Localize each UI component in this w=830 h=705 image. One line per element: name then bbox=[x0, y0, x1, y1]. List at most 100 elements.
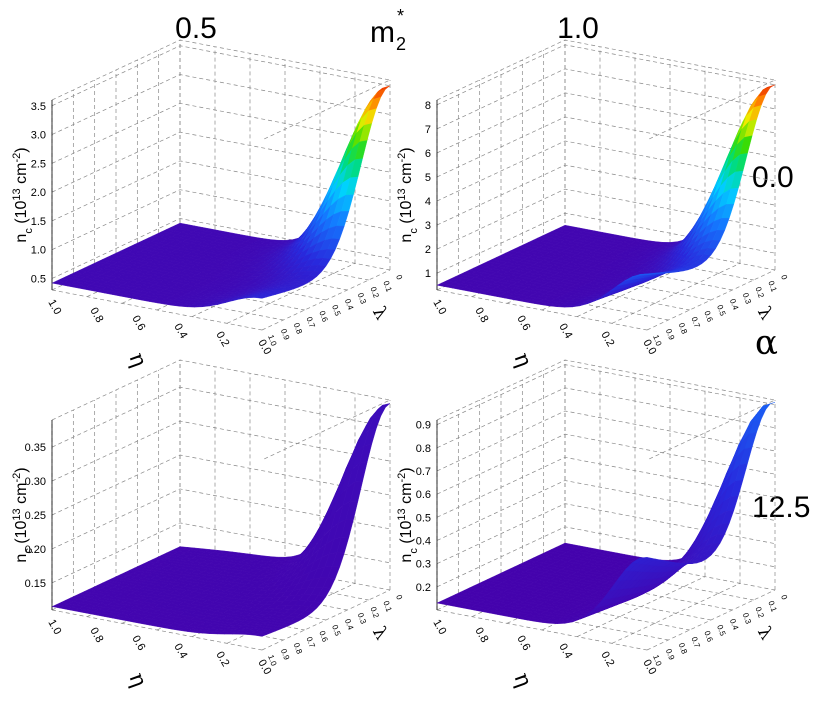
eta-tick-label: 0.2 bbox=[598, 650, 616, 669]
surface-panel-4: 0.20.30.40.50.60.70.80.9nc (1013 cm-2)1.… bbox=[396, 360, 789, 690]
lambda-tick-label: 0.9 bbox=[279, 648, 291, 662]
z-tick-label: 2.5 bbox=[31, 158, 46, 170]
lambda-tick-label: 0.9 bbox=[664, 328, 676, 342]
eta-tick-label: 1.0 bbox=[430, 298, 448, 317]
z-tick-label: 3.5 bbox=[31, 101, 46, 113]
lambda-tick-label: 0.4 bbox=[343, 618, 355, 632]
lambda-tick-label: 0.7 bbox=[690, 636, 702, 650]
lambda-tick-label: 0.4 bbox=[343, 298, 355, 312]
z-tick-label: 0.9 bbox=[416, 420, 431, 432]
lambda-tick-label: 0.9 bbox=[664, 648, 676, 662]
eta-axis-title: η bbox=[123, 350, 151, 371]
m2-superscript: * bbox=[397, 6, 404, 26]
lambda-tick-label: 0.9 bbox=[279, 328, 291, 342]
z-axis-ticks: 0.51.01.52.02.53.03.5 bbox=[31, 101, 46, 286]
z-tick-label: 0.35 bbox=[25, 442, 46, 454]
z-tick-label: 0.5 bbox=[416, 512, 431, 524]
lambda-tick-label: 0.5 bbox=[330, 624, 342, 638]
eta-tick-label: 0.4 bbox=[171, 322, 189, 341]
z-tick-label: 3.0 bbox=[31, 130, 46, 142]
eta-tick-label: 0.6 bbox=[514, 634, 532, 653]
eta-tick-label: 1.0 bbox=[430, 618, 448, 637]
lambda-axis-title: λ bbox=[368, 623, 392, 643]
surface-mesh bbox=[437, 85, 775, 307]
z-tick-label: 0.5 bbox=[31, 273, 46, 285]
z-tick-label: 2.0 bbox=[31, 187, 46, 199]
eta-tick-label: 0.8 bbox=[87, 306, 105, 325]
lambda-axis-title: λ bbox=[368, 303, 392, 323]
z-tick-label: 4 bbox=[425, 196, 431, 208]
lambda-tick-label: 0.2 bbox=[369, 606, 381, 620]
z-tick-label: 7 bbox=[425, 124, 431, 136]
z-tick-label: 2 bbox=[425, 244, 431, 256]
column-label-right: 1.0 bbox=[557, 12, 599, 45]
eta-tick-label: 0.2 bbox=[598, 330, 616, 349]
lambda-tick-label: 0 bbox=[394, 594, 404, 602]
z-tick-label: 0.8 bbox=[416, 443, 431, 455]
m2-star-label: m 2 * bbox=[370, 6, 406, 54]
lambda-tick-label: 0.4 bbox=[728, 618, 740, 632]
lambda-tick-label: 0.8 bbox=[677, 642, 689, 656]
surface-mesh bbox=[52, 86, 390, 307]
lambda-tick-label: 0.2 bbox=[754, 606, 766, 620]
eta-tick-label: 0.8 bbox=[472, 626, 490, 645]
lambda-tick-label: 0.2 bbox=[754, 286, 766, 300]
lambda-tick-label: 0.1 bbox=[766, 600, 778, 614]
lambda-tick-label: 0 bbox=[394, 274, 404, 282]
eta-tick-label: 0.4 bbox=[171, 642, 189, 661]
m2-subscript: 2 bbox=[396, 34, 406, 54]
lambda-tick-label: 0.7 bbox=[305, 316, 317, 330]
lambda-tick-label: 0.1 bbox=[381, 600, 393, 614]
eta-axis-title: η bbox=[508, 350, 536, 371]
z-axis-ticks: 0.150.200.250.300.35 bbox=[25, 442, 46, 590]
z-tick-label: 3 bbox=[425, 220, 431, 232]
lambda-tick-label: 0.2 bbox=[369, 286, 381, 300]
surface-mesh bbox=[52, 403, 390, 636]
lambda-tick-label: 0.5 bbox=[330, 304, 342, 318]
surface-mesh bbox=[437, 402, 775, 623]
eta-tick-label: 0.2 bbox=[213, 330, 231, 349]
lambda-tick-label: 0.7 bbox=[305, 636, 317, 650]
lambda-tick-label: 0.3 bbox=[741, 612, 753, 626]
lambda-tick-label: 0.6 bbox=[702, 310, 714, 324]
lambda-tick-label: 0.8 bbox=[292, 642, 304, 656]
lambda-tick-label: 0.8 bbox=[292, 322, 304, 336]
z-tick-label: 0.3 bbox=[416, 559, 431, 571]
eta-tick-label: 0.6 bbox=[129, 314, 147, 333]
z-tick-label: 8 bbox=[425, 100, 431, 112]
lambda-tick-label: 0.1 bbox=[381, 280, 393, 294]
z-tick-label: 5 bbox=[425, 172, 431, 184]
eta-tick-label: 0.8 bbox=[472, 306, 490, 325]
alpha-label: α bbox=[755, 323, 778, 363]
lambda-tick-label: 0.7 bbox=[690, 316, 702, 330]
lambda-tick-label: 0.1 bbox=[766, 280, 778, 294]
z-tick-label: 1.0 bbox=[31, 245, 46, 257]
eta-tick-label: 1.0 bbox=[45, 298, 63, 317]
lambda-tick-label: 0.4 bbox=[728, 298, 740, 312]
z-axis-ticks: 0.20.30.40.50.60.70.80.9 bbox=[416, 420, 431, 594]
lambda-tick-label: 0.5 bbox=[715, 624, 727, 638]
z-tick-label: 0.6 bbox=[416, 489, 431, 501]
eta-axis-title: η bbox=[123, 670, 151, 691]
lambda-axis-title: λ bbox=[753, 303, 777, 323]
eta-tick-label: 0.2 bbox=[213, 650, 231, 669]
lambda-tick-label: 0.6 bbox=[702, 630, 714, 644]
eta-axis-title: η bbox=[508, 670, 536, 691]
z-axis-title: nc (1013 cm-2) bbox=[396, 147, 420, 242]
lambda-tick-label: 0.3 bbox=[356, 612, 368, 626]
lambda-tick-label: 0.3 bbox=[356, 292, 368, 306]
lambda-tick-label: 0.6 bbox=[317, 310, 329, 324]
lambda-tick-label: 0.3 bbox=[741, 292, 753, 306]
lambda-tick-label: 0 bbox=[779, 274, 789, 282]
lambda-axis-title: λ bbox=[753, 623, 777, 643]
